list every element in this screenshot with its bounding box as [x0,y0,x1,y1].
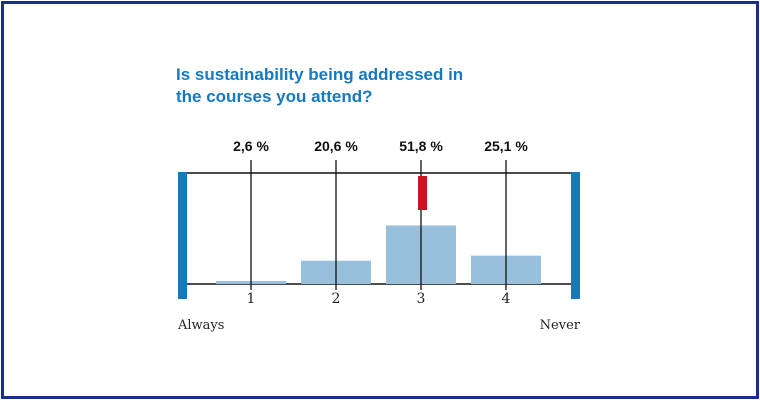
value-label-3: 51,8 % [399,138,443,154]
scale-right-label: Never [540,318,581,333]
tick-label-3: 3 [417,291,426,307]
tick-label-1: 1 [247,291,256,307]
tick-label-2: 2 [332,291,341,307]
scale-end-marker-right [571,172,580,299]
value-label-4: 25,1 % [484,138,528,154]
chart-title-line-2: the courses you attend? [176,87,373,106]
value-label-2: 20,6 % [314,138,358,154]
tick-label-4: 4 [502,291,511,307]
chart-title-line-1: Is sustainability being addressed in [176,65,464,84]
scale-end-marker-left [178,172,187,299]
value-label-1: 2,6 % [233,138,269,154]
median-marker [418,176,427,210]
chart-title: Is sustainability being addressed in the… [176,64,463,108]
scale-left-label: Always [177,318,224,333]
